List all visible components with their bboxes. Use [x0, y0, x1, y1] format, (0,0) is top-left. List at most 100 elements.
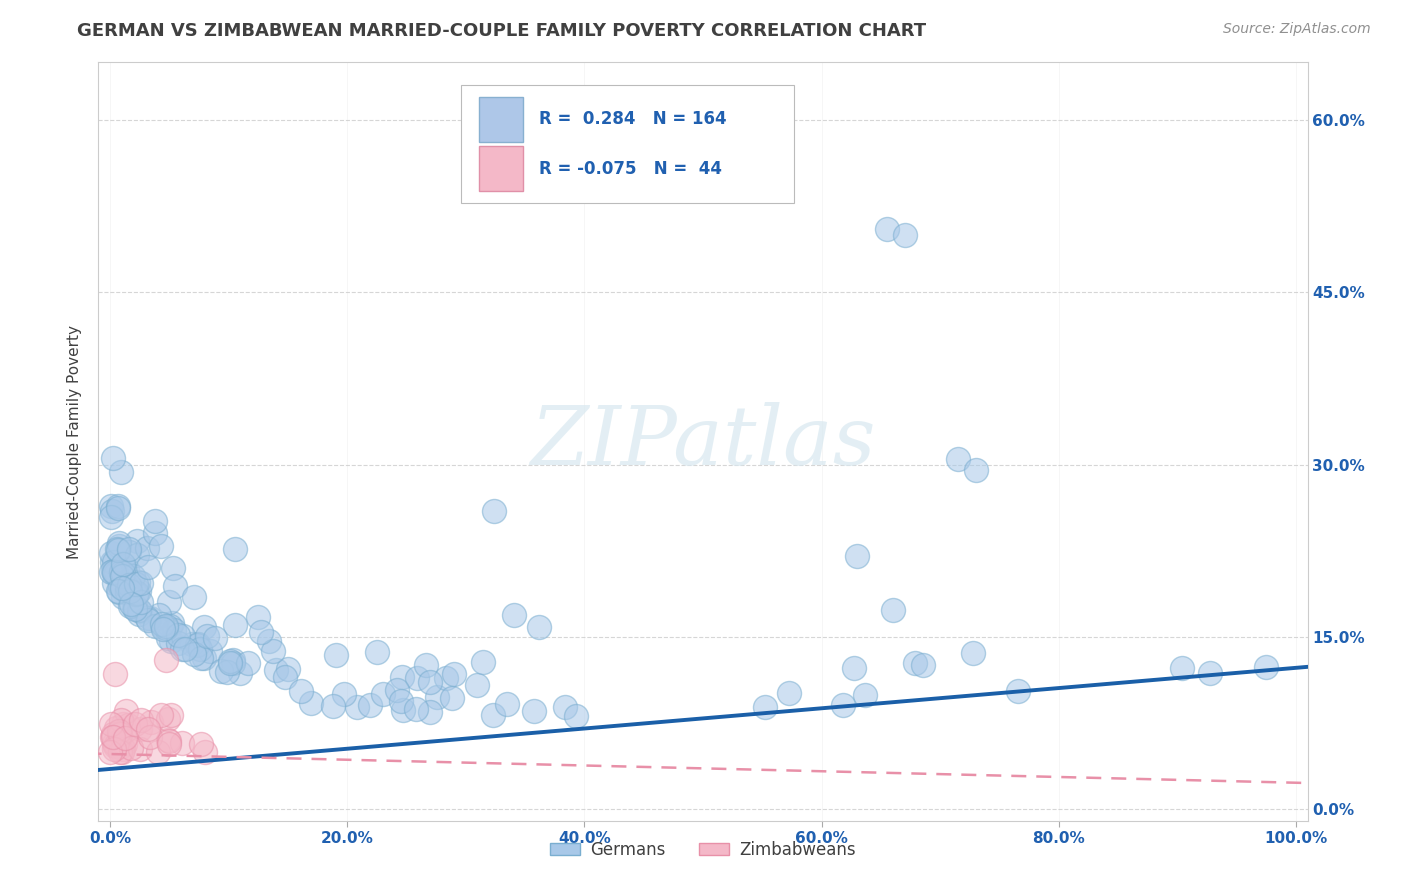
Point — [217, 665, 239, 679]
Point — [465, 678, 488, 692]
Point — [124, 577, 146, 591]
Point — [832, 698, 855, 712]
Point — [107, 535, 129, 549]
Point — [100, 499, 122, 513]
Point — [125, 548, 148, 562]
Point — [183, 647, 205, 661]
Point — [107, 500, 129, 514]
Point — [148, 608, 170, 623]
Point — [128, 722, 150, 736]
Point — [523, 704, 546, 718]
Point — [110, 565, 132, 579]
Point — [325, 648, 347, 663]
Point — [190, 651, 212, 665]
Point — [193, 650, 215, 665]
Point — [104, 722, 127, 736]
Point — [157, 733, 180, 747]
Point — [111, 582, 134, 596]
Point — [434, 671, 457, 685]
Point — [111, 717, 134, 731]
Point — [124, 601, 146, 615]
Point — [100, 717, 122, 731]
Point — [194, 745, 217, 759]
Point — [299, 696, 322, 710]
Point — [103, 450, 125, 465]
Point — [105, 736, 128, 750]
Point — [101, 504, 124, 518]
Point — [155, 622, 177, 636]
Point — [101, 730, 124, 744]
Text: Source: ZipAtlas.com: Source: ZipAtlas.com — [1223, 22, 1371, 37]
Point — [110, 465, 132, 479]
Point — [111, 745, 134, 759]
Point — [117, 581, 139, 595]
Point — [754, 699, 776, 714]
Point — [120, 598, 142, 612]
Point — [122, 582, 145, 596]
Point — [146, 745, 169, 759]
Point — [180, 638, 202, 652]
Point — [111, 566, 134, 581]
Point — [277, 662, 299, 676]
Point — [193, 620, 215, 634]
Point — [173, 642, 195, 657]
Point — [426, 690, 449, 704]
Point — [107, 500, 129, 515]
Point — [120, 599, 142, 613]
Point — [162, 615, 184, 630]
Point — [218, 655, 240, 669]
Point — [882, 603, 904, 617]
Point — [946, 451, 969, 466]
Point — [143, 514, 166, 528]
Point — [157, 737, 180, 751]
Point — [103, 742, 125, 756]
Point — [893, 227, 915, 242]
Point — [118, 542, 141, 557]
Point — [110, 713, 132, 727]
Point — [1199, 665, 1222, 680]
Point — [103, 727, 125, 741]
Point — [129, 742, 152, 756]
Point — [108, 579, 131, 593]
Point — [124, 717, 146, 731]
Point — [167, 636, 190, 650]
Text: GERMAN VS ZIMBABWEAN MARRIED-COUPLE FAMILY POVERTY CORRELATION CHART: GERMAN VS ZIMBABWEAN MARRIED-COUPLE FAMI… — [77, 22, 927, 40]
Point — [965, 463, 987, 477]
Point — [101, 730, 124, 744]
Point — [115, 580, 138, 594]
Point — [172, 642, 194, 657]
Point — [136, 610, 159, 624]
Point — [183, 590, 205, 604]
Point — [101, 564, 124, 578]
Point — [108, 584, 131, 599]
Point — [162, 560, 184, 574]
Point — [103, 736, 125, 750]
Point — [322, 698, 344, 713]
Point — [104, 739, 127, 754]
Point — [105, 541, 128, 556]
Point — [100, 510, 122, 524]
Point — [125, 587, 148, 601]
Point — [391, 670, 413, 684]
Point — [110, 739, 132, 754]
Point — [156, 631, 179, 645]
Point — [103, 565, 125, 579]
Point — [129, 713, 152, 727]
Point — [122, 601, 145, 615]
Point — [104, 666, 127, 681]
Point — [187, 637, 209, 651]
Point — [128, 583, 150, 598]
Point — [121, 569, 143, 583]
Point — [156, 712, 179, 726]
Point — [114, 704, 136, 718]
Point — [565, 709, 588, 723]
Point — [250, 625, 273, 640]
Point — [125, 533, 148, 548]
Point — [125, 586, 148, 600]
Point — [266, 663, 288, 677]
Point — [138, 560, 160, 574]
Point — [136, 613, 159, 627]
Point — [111, 560, 134, 574]
Point — [107, 539, 129, 553]
Point — [131, 595, 153, 609]
